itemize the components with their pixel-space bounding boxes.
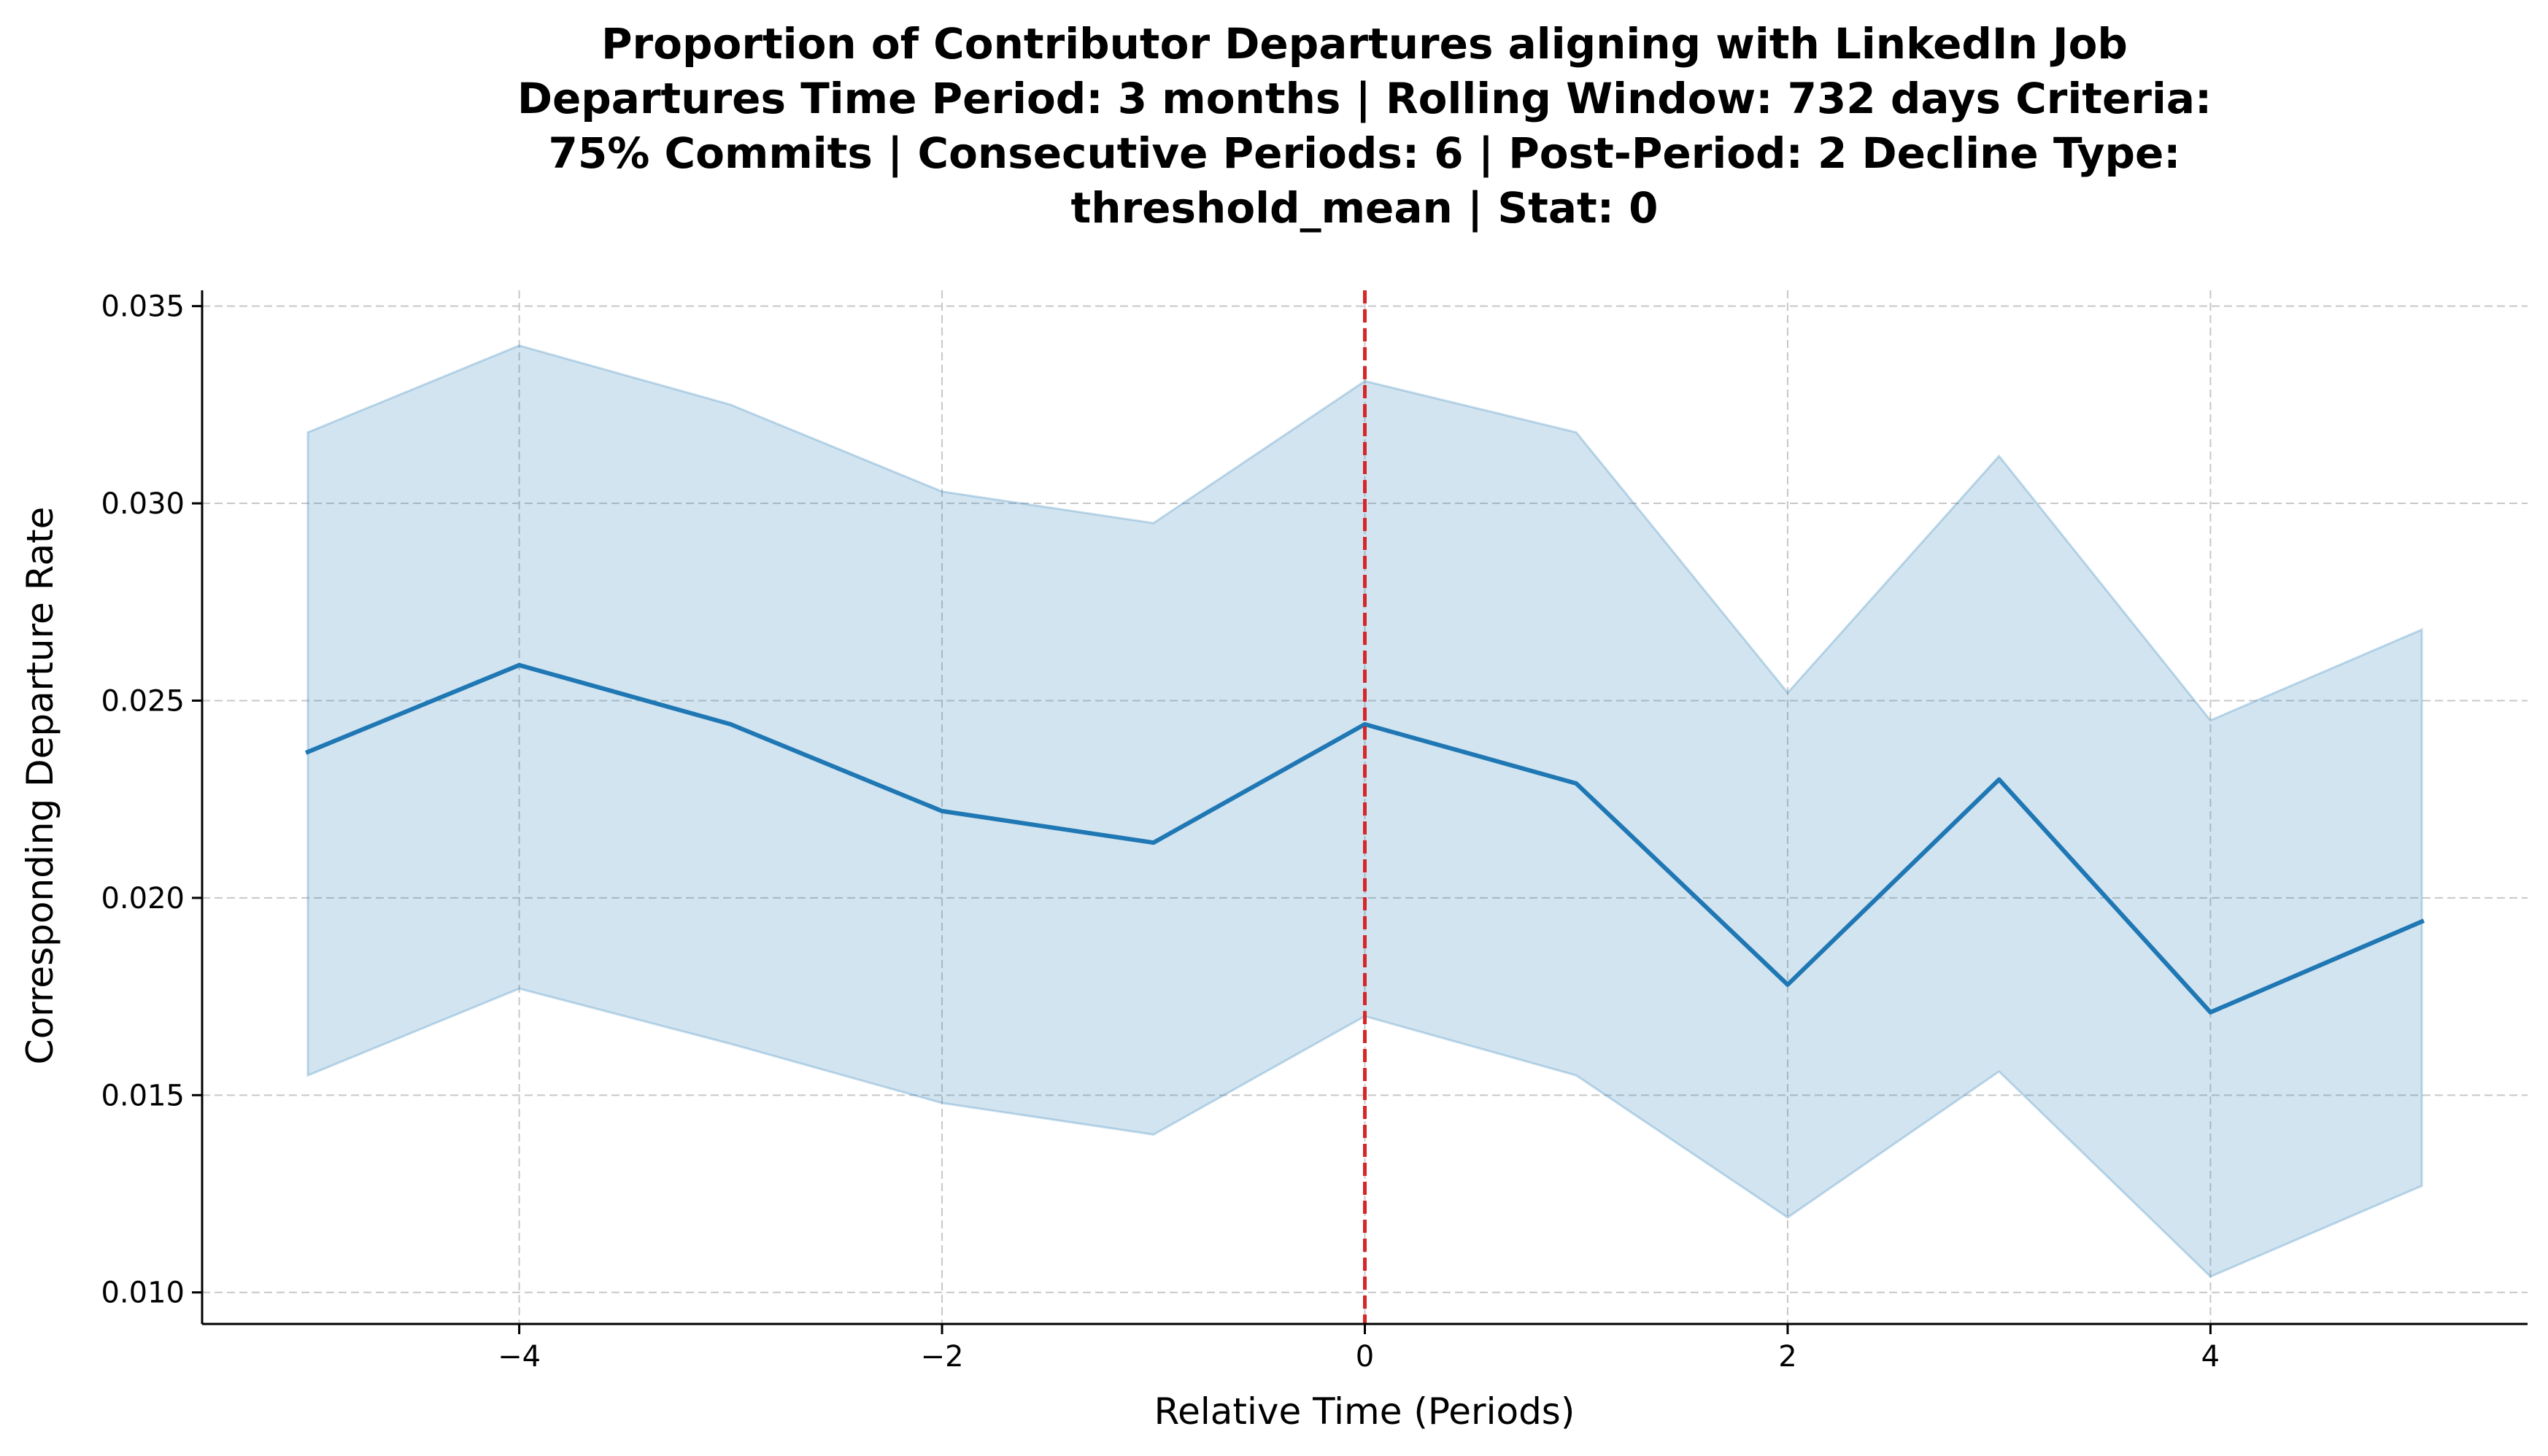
chart-title-line-1: Proportion of Contributor Departures ali…: [601, 19, 2128, 69]
chart-title-line-2: Departures Time Period: 3 months | Rolli…: [517, 74, 2212, 123]
x-tick-label: 2: [1778, 1340, 1796, 1374]
y-tick-label: 0.025: [101, 684, 185, 718]
y-tick-label: 0.015: [101, 1079, 185, 1112]
chart-title-line-4: threshold_mean | Stat: 0: [1071, 183, 1659, 233]
chart-title: Proportion of Contributor Departures ali…: [517, 19, 2212, 233]
y-axis-label: Corresponding Departure Rate: [19, 507, 61, 1065]
x-tick-label: 0: [1356, 1340, 1374, 1374]
y-tick-label: 0.010: [101, 1277, 185, 1310]
x-tick-label: −2: [921, 1340, 964, 1374]
axes: [192, 290, 2528, 1334]
tick-labels: −4 −2 0 2 4 0.010 0.015 0.020 0.025 0.030 0.035: [101, 290, 2220, 1374]
chart-title-line-3: 75% Commits | Consecutive Periods: 6 | P…: [549, 128, 2181, 178]
series-line: [304, 662, 2425, 1015]
x-axis-label: Relative Time (Periods): [1154, 1390, 1575, 1433]
y-tick-label: 0.035: [101, 290, 185, 324]
x-tick-label: 4: [2201, 1340, 2220, 1374]
y-tick-label: 0.020: [101, 882, 185, 915]
x-tick-label: −4: [498, 1340, 541, 1374]
y-tick-label: 0.030: [101, 487, 185, 521]
series-line-layer: [304, 662, 2425, 1015]
